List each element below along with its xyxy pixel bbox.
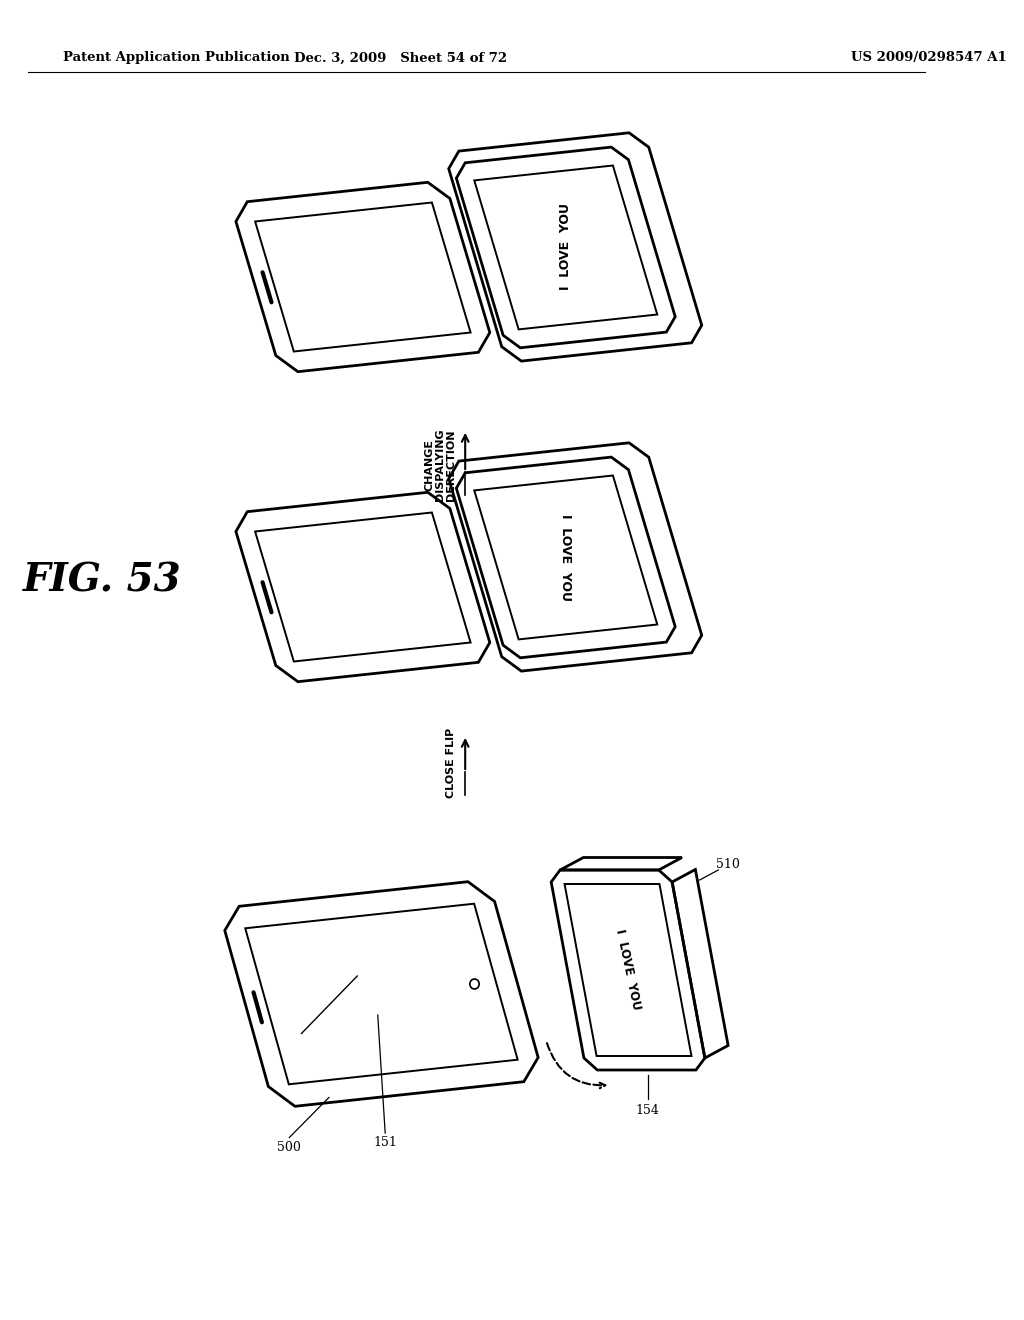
- Text: Patent Application Publication: Patent Application Publication: [63, 51, 290, 65]
- Text: FIG. 53: FIG. 53: [23, 561, 181, 599]
- Text: I  LOVE  YOU: I LOVE YOU: [559, 203, 571, 290]
- Text: CLOSE FLIP: CLOSE FLIP: [445, 727, 456, 799]
- Text: I  LOVE  YOU: I LOVE YOU: [613, 928, 643, 1011]
- Text: 151: 151: [373, 1137, 397, 1150]
- Text: I  LOVE  YOU: I LOVE YOU: [559, 513, 571, 601]
- Text: US 2009/0298547 A1: US 2009/0298547 A1: [851, 51, 1007, 65]
- Text: Dec. 3, 2009   Sheet 54 of 72: Dec. 3, 2009 Sheet 54 of 72: [294, 51, 507, 65]
- Text: 510: 510: [716, 858, 739, 871]
- Text: 154: 154: [636, 1104, 659, 1117]
- Text: CHANGE
DISPALYING
DERECTION: CHANGE DISPALYING DERECTION: [424, 429, 456, 502]
- Text: 500: 500: [278, 1140, 301, 1154]
